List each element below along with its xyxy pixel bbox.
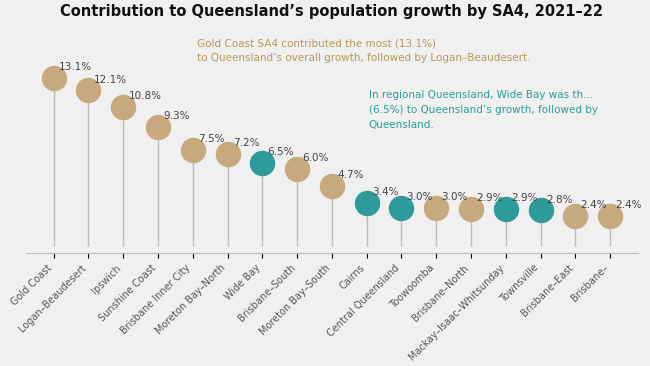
Point [431,205,441,211]
Text: 6.5%: 6.5% [268,147,294,157]
Text: 7.2%: 7.2% [233,138,259,148]
Text: 3.0%: 3.0% [407,192,433,202]
Point [361,200,372,206]
Point [570,213,580,219]
Point [153,124,163,130]
Text: 9.3%: 9.3% [163,111,190,121]
Text: 2.9%: 2.9% [476,193,502,203]
Text: 3.0%: 3.0% [441,192,468,202]
Text: 13.1%: 13.1% [59,62,92,72]
Text: 2.9%: 2.9% [511,193,538,203]
Text: 6.0%: 6.0% [302,153,329,163]
Text: 2.4%: 2.4% [580,200,607,210]
Point [466,206,476,212]
Point [327,183,337,189]
Point [292,166,302,172]
Point [257,160,268,165]
Text: 2.4%: 2.4% [616,200,642,210]
Point [396,205,407,211]
Point [188,147,198,153]
Point [222,151,233,157]
Point [49,75,59,81]
Point [118,104,129,110]
Text: Gold Coast SA4 contributed the most (13.1%)
to Queensland’s overall growth, foll: Gold Coast SA4 contributed the most (13.… [197,38,530,63]
Text: 4.7%: 4.7% [337,170,363,180]
Title: Contribution to Queensland’s population growth by SA4, 2021–22: Contribution to Queensland’s population … [60,4,603,19]
Text: 7.5%: 7.5% [198,134,224,144]
Point [500,206,511,212]
Text: 10.8%: 10.8% [129,92,161,101]
Point [605,213,616,219]
Text: 2.8%: 2.8% [546,195,572,205]
Point [83,87,94,93]
Text: In regional Queensland, Wide Bay was th…
(6.5%) to Queensland’s growth, followed: In regional Queensland, Wide Bay was th…… [369,90,597,130]
Text: 3.4%: 3.4% [372,187,398,197]
Point [536,208,546,213]
Text: 12.1%: 12.1% [94,75,127,85]
